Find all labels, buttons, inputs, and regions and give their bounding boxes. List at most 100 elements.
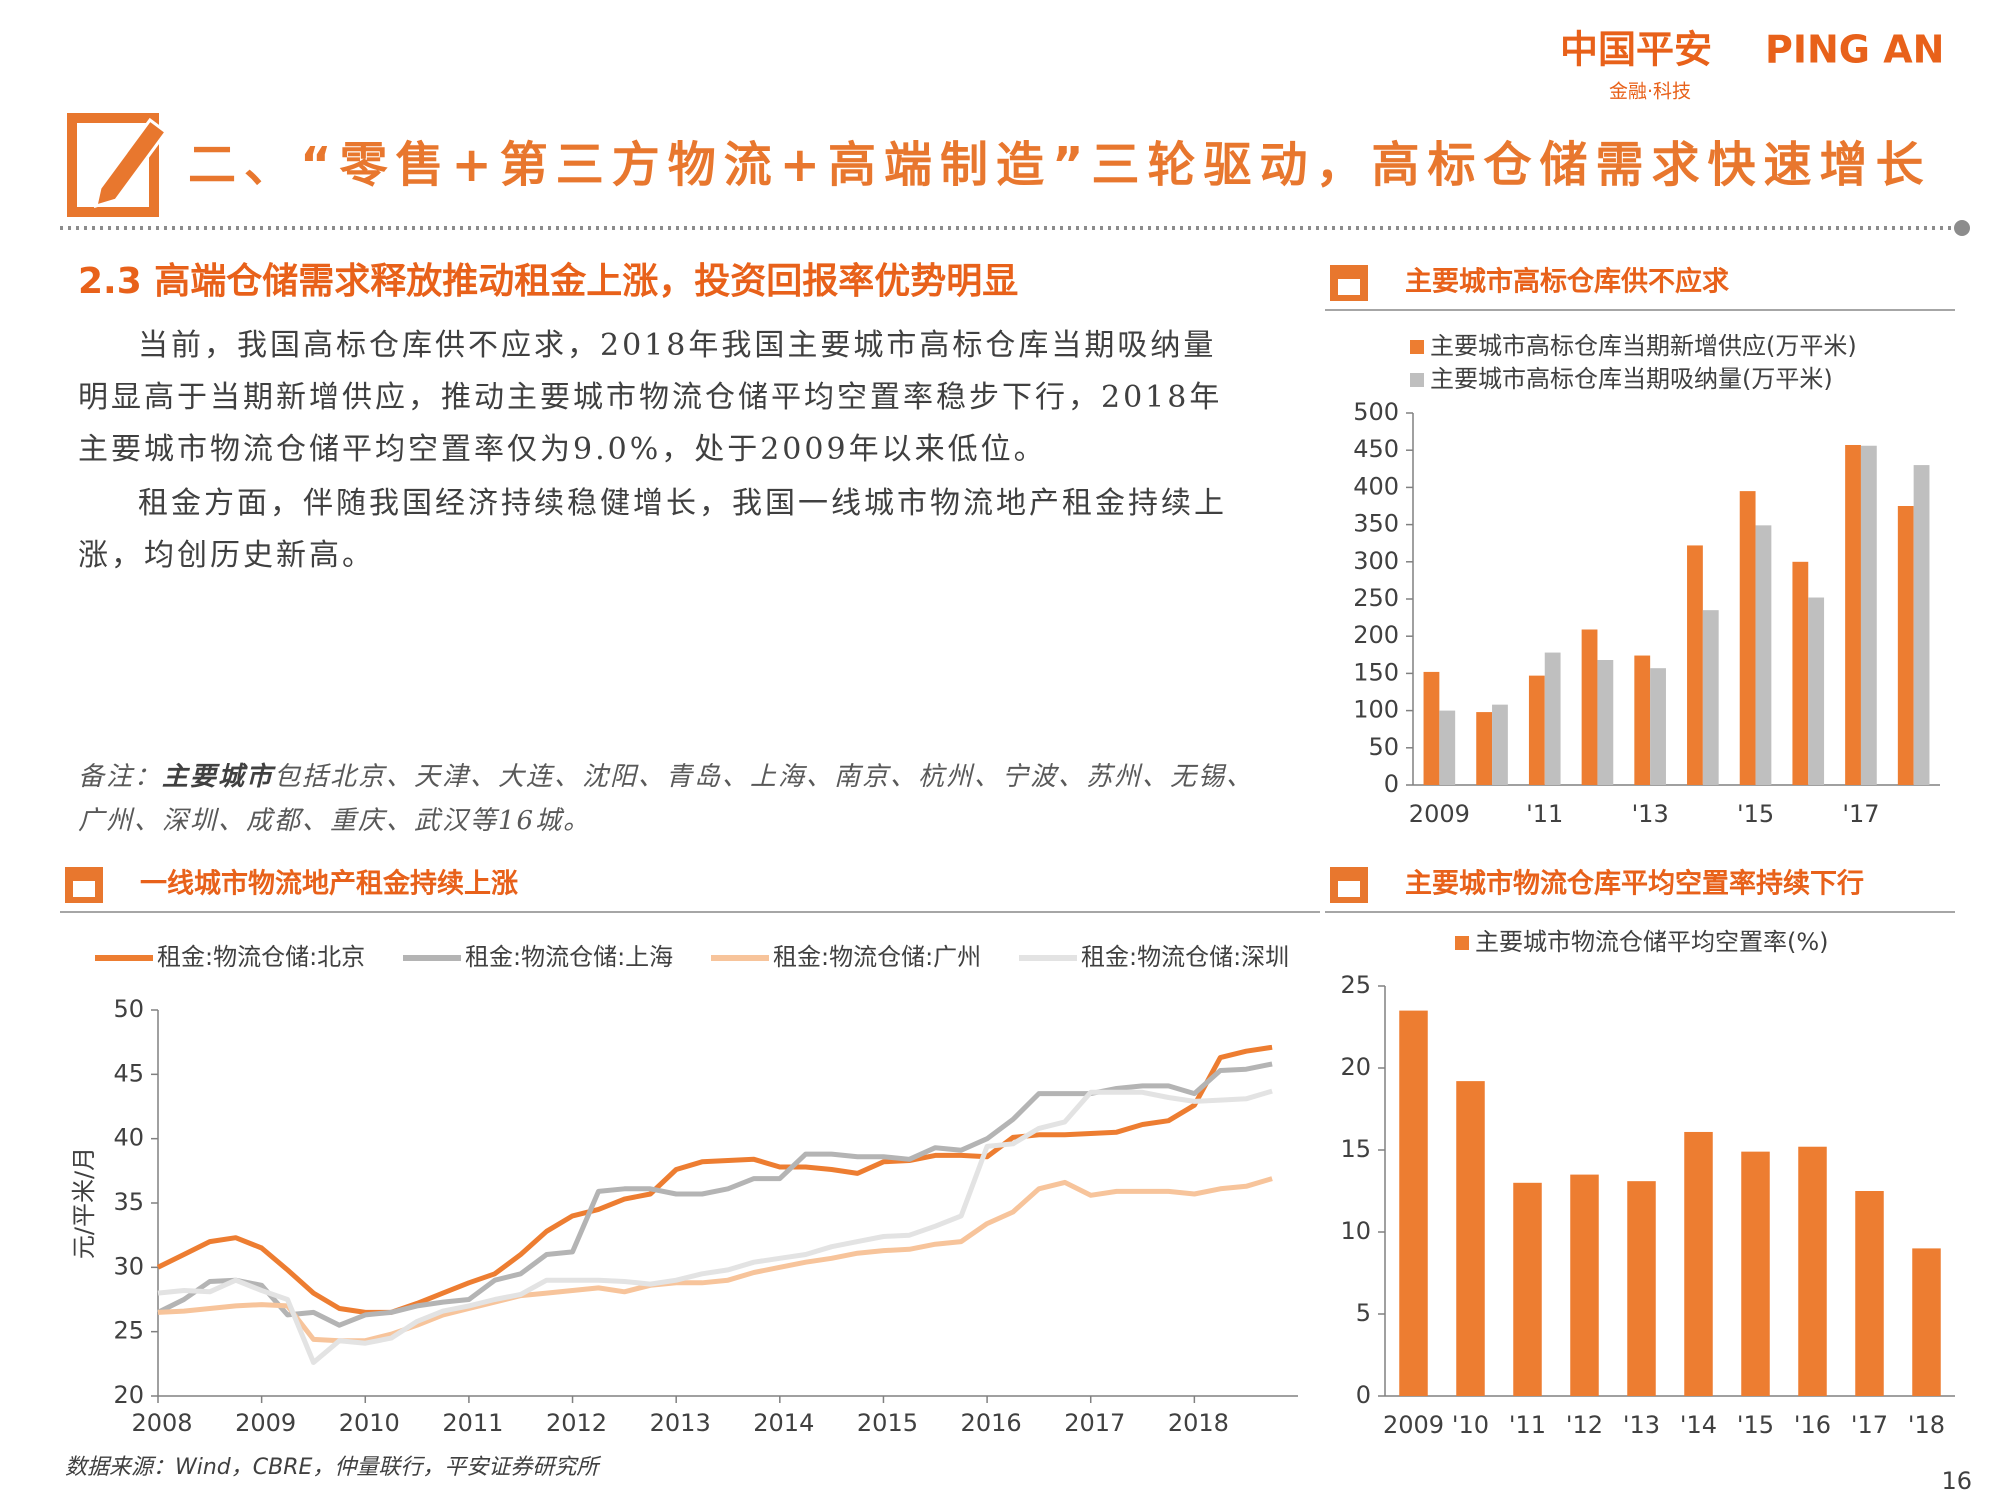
bar <box>1650 668 1666 785</box>
legend-label: 租金:物流仓储:上海 <box>465 943 673 971</box>
legend-label: 主要城市物流仓储平均空置率(%) <box>1475 928 1829 956</box>
x-tick-label: '11 <box>1509 1411 1546 1439</box>
x-tick-label: 2015 <box>857 1409 918 1437</box>
y-tick-label: 10 <box>1340 1217 1371 1245</box>
bar <box>1597 660 1614 785</box>
y-axis-label: 元/平米/月 <box>70 1147 98 1259</box>
bar <box>1528 675 1545 785</box>
legend-label: 主要城市高标仓库当期新增供应(万平米) <box>1430 332 1857 360</box>
x-tick-label: '13 <box>1632 800 1669 828</box>
bar <box>1544 652 1561 785</box>
y-tick-label: 500 <box>1353 398 1399 426</box>
bar <box>1439 710 1456 785</box>
y-tick-label: 15 <box>1340 1135 1371 1163</box>
chart-title: 一线城市物流地产租金持续上涨 <box>140 868 518 900</box>
y-tick-label: 50 <box>1368 733 1399 761</box>
legend-swatch <box>1455 936 1469 950</box>
x-tick-label: '15 <box>1737 1411 1774 1439</box>
chart-title: 主要城市高标仓库供不应求 <box>1405 266 1729 298</box>
divider-dot <box>1954 220 1970 236</box>
x-tick-label: '17 <box>1842 800 1879 828</box>
note-text: 包括北京、天津、大连、沈阳、青岛、上海、南京、杭州、宁波、苏州、无锡、广州、深圳… <box>78 762 1255 836</box>
y-tick-label: 300 <box>1353 547 1399 575</box>
bar <box>1423 671 1440 785</box>
paragraph: 租金方面，伴随我国经济持续稳健增长，我国一线城市物流地产租金持续上涨，均创历史新… <box>78 486 1227 573</box>
bar <box>1739 491 1756 785</box>
x-tick-label: 2012 <box>546 1409 607 1437</box>
bar <box>1570 1174 1599 1396</box>
source: 数据来源：Wind，CBRE，仲量联行，平安证券研究所 <box>65 1455 601 1480</box>
header-icon <box>67 113 159 217</box>
x-tick-label: 2016 <box>961 1409 1022 1437</box>
x-tick-label: '11 <box>1526 800 1563 828</box>
bar <box>1798 1146 1827 1396</box>
bar <box>1627 1181 1656 1396</box>
legend-swatch <box>1410 373 1424 387</box>
bar <box>1684 1131 1713 1396</box>
chart-title: 主要城市物流仓库平均空置率持续下行 <box>1405 868 1864 900</box>
series-line <box>157 1088 1273 1365</box>
bar <box>1913 465 1930 785</box>
note: 备注：主要城市包括北京、天津、大连、沈阳、青岛、上海、南京、杭州、宁波、苏州、无… <box>78 755 1258 843</box>
bar <box>1897 506 1914 785</box>
y-tick-label: 250 <box>1353 584 1399 612</box>
y-tick-label: 30 <box>113 1252 144 1280</box>
legend-label: 租金:物流仓储:广州 <box>773 943 981 971</box>
x-tick-label: 2009 <box>1409 800 1470 828</box>
legend-label: 租金:物流仓储:深圳 <box>1081 943 1289 971</box>
y-tick-label: 0 <box>1356 1381 1371 1409</box>
y-tick-label: 25 <box>113 1317 144 1345</box>
y-tick-label: 400 <box>1353 472 1399 500</box>
bar <box>1741 1151 1770 1396</box>
x-tick-label: 2014 <box>753 1409 814 1437</box>
y-tick-label: 450 <box>1353 435 1399 463</box>
x-tick-label: 2010 <box>339 1409 400 1437</box>
bar <box>1855 1191 1884 1396</box>
y-tick-label: 350 <box>1353 510 1399 538</box>
y-tick-label: 35 <box>113 1188 144 1216</box>
bar <box>1687 545 1703 785</box>
x-tick-label: '18 <box>1908 1411 1945 1439</box>
chart-icon-window <box>1338 881 1360 897</box>
slide-title: 二、“零售+第三方物流+高端制造”三轮驱动，高标仓储需求快速增长 <box>188 137 1932 193</box>
series-line <box>156 1044 1273 1315</box>
x-tick-label: '15 <box>1737 800 1774 828</box>
bar <box>1808 597 1825 785</box>
bar <box>1476 712 1493 785</box>
bar <box>1792 561 1809 785</box>
bar <box>1845 444 1861 785</box>
bar <box>1912 1248 1941 1396</box>
y-tick-label: 5 <box>1356 1299 1371 1327</box>
chart-icon-window <box>1338 279 1360 295</box>
y-tick-label: 0 <box>1384 770 1399 798</box>
x-tick-label: 2013 <box>650 1409 711 1437</box>
note-emphasis: 主要城市 <box>162 762 275 792</box>
x-tick-label: 2017 <box>1064 1409 1125 1437</box>
x-tick-label: 2009 <box>1383 1411 1444 1439</box>
x-tick-label: '13 <box>1623 1411 1660 1439</box>
bar <box>1581 629 1598 785</box>
y-tick-label: 25 <box>1340 971 1371 999</box>
logo-tagline: 金融·科技 <box>1609 81 1691 103</box>
legend-label: 主要城市高标仓库当期吸纳量(万平米) <box>1430 365 1833 393</box>
bar <box>1399 1010 1428 1396</box>
y-tick-label: 50 <box>113 995 144 1023</box>
y-tick-label: 40 <box>113 1124 144 1152</box>
paragraph: 当前，我国高标仓库供不应求，2018年我国主要城市高标仓库当期吸纳量明显高于当期… <box>78 328 1223 467</box>
x-tick-label: 2018 <box>1168 1409 1229 1437</box>
bar <box>1634 655 1651 785</box>
bar <box>1755 525 1772 785</box>
y-tick-label: 200 <box>1353 621 1399 649</box>
y-tick-label: 100 <box>1353 696 1399 724</box>
y-tick-label: 45 <box>113 1059 144 1087</box>
logo: 中国平安 <box>1560 28 1712 72</box>
bar <box>1702 610 1719 785</box>
bar <box>1860 445 1877 785</box>
x-tick-label: 2011 <box>442 1409 503 1437</box>
chart-icon-window <box>73 881 95 897</box>
note-label: 备注： <box>78 762 163 792</box>
y-tick-label: 20 <box>113 1381 144 1409</box>
section-title: 2.3 高端仓储需求释放推动租金上涨，投资回报率优势明显 <box>78 260 1018 302</box>
x-tick-label: '14 <box>1680 1411 1717 1439</box>
